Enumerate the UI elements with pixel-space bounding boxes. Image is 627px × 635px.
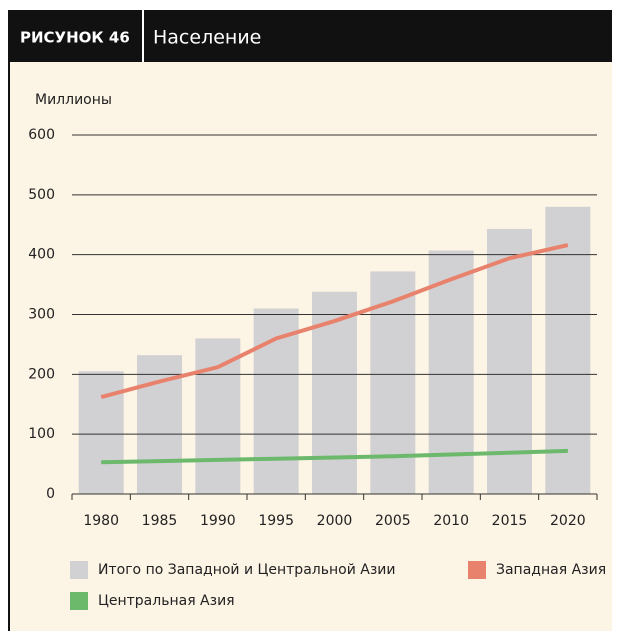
legend-swatch <box>70 592 88 610</box>
legend-label: Центральная Азия <box>98 593 235 609</box>
x-tick-label: 2010 <box>433 513 469 529</box>
bar <box>253 308 299 494</box>
x-tick-label: 1995 <box>258 513 294 529</box>
bar <box>195 338 241 494</box>
bar <box>487 228 532 494</box>
header-bar <box>8 10 612 62</box>
x-tick-label: 1990 <box>200 513 236 529</box>
legend-swatch <box>468 561 486 579</box>
y-tick-label: 300 <box>28 307 55 323</box>
y-tick-label: 0 <box>46 486 55 502</box>
y-tick-label: 600 <box>28 127 55 143</box>
figure-label: РИСУНОК 46 <box>20 29 130 47</box>
y-tick-label: 200 <box>28 366 55 382</box>
y-tick-label: 500 <box>28 187 55 203</box>
legend-label: Западная Азия <box>496 562 606 578</box>
figure-title: Население <box>153 27 261 49</box>
x-tick-label: 2020 <box>550 513 586 529</box>
line-series <box>101 448 568 465</box>
x-tick-label: 2000 <box>317 513 353 529</box>
x-tick-label: 2005 <box>375 513 411 529</box>
bar <box>78 371 124 494</box>
y-tick-label: 400 <box>28 247 55 263</box>
line-series <box>100 243 569 400</box>
x-tick-label: 1980 <box>83 513 119 529</box>
x-tick-label: 1985 <box>142 513 178 529</box>
y-axis-title: Миллионы <box>35 92 112 108</box>
x-tick-label: 2015 <box>492 513 528 529</box>
legend-swatch <box>70 561 88 579</box>
y-tick-label: 100 <box>28 426 55 442</box>
legend-label: Итого по Западной и Центральной Азии <box>98 562 395 578</box>
